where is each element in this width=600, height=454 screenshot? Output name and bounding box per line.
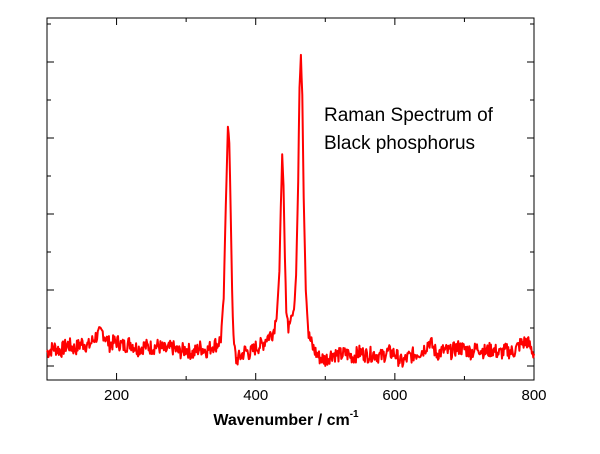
annotation-line-2: Black phosphorus [324, 133, 475, 154]
x-tick-label: 800 [521, 387, 546, 404]
x-tick-labels: 200 400 600 800 [104, 387, 546, 404]
plot-frame [46, 17, 535, 381]
spectrum-line [46, 53, 535, 368]
x-axis-title-superscript: -1 [350, 409, 359, 420]
x-tick-label: 600 [382, 387, 407, 404]
y-ticks [47, 23, 534, 367]
x-tick-label: 400 [243, 387, 268, 404]
x-ticks [46, 18, 535, 380]
x-axis-title-text: Wavenumber / cm [213, 412, 349, 429]
x-tick-label: 200 [104, 387, 129, 404]
annotation-line-1: Raman Spectrum of [324, 105, 494, 126]
x-axis-title: Wavenumber / cm-1 [213, 409, 359, 429]
